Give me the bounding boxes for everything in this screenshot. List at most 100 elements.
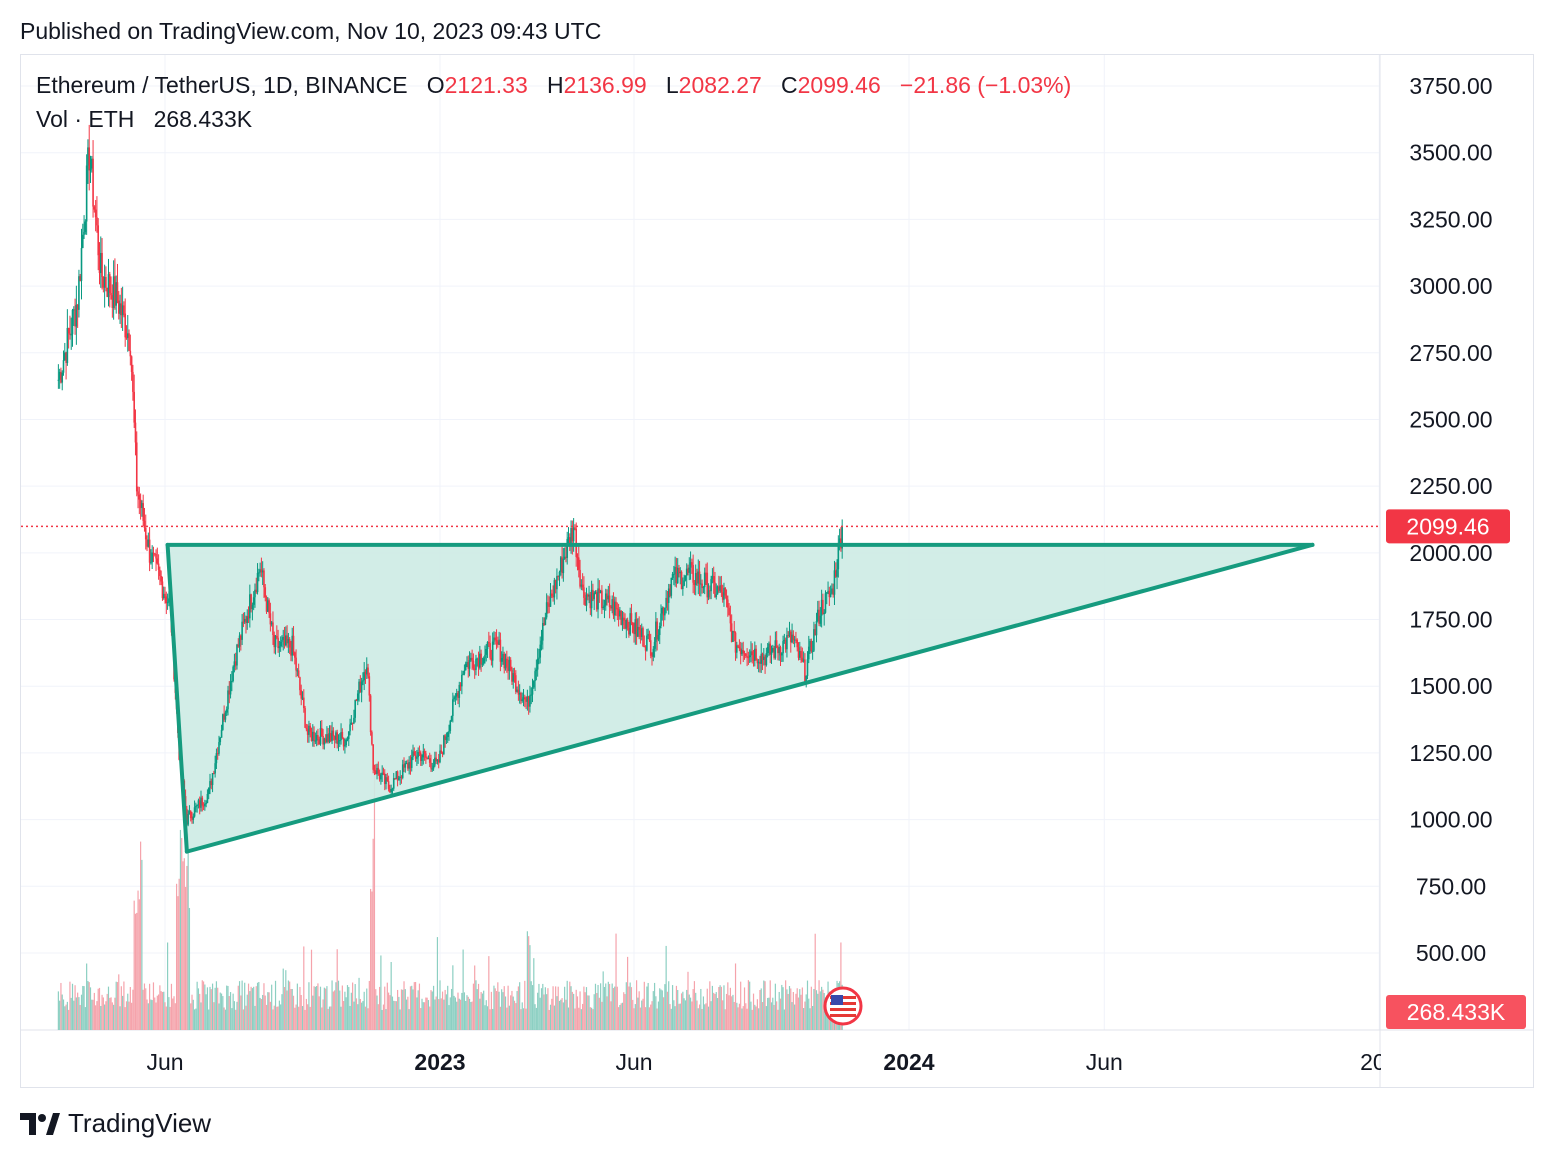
- candle-body: [533, 681, 535, 688]
- volume-bar: [746, 1008, 748, 1030]
- volume-bar: [449, 997, 451, 1030]
- volume-bar: [440, 998, 442, 1030]
- volume-bar: [416, 997, 418, 1030]
- volume-bar: [589, 1007, 591, 1030]
- candle-body: [553, 580, 556, 598]
- volume-bar: [363, 991, 365, 1030]
- candle-body: [387, 781, 390, 789]
- volume-bar: [263, 983, 265, 1030]
- candle-body: [362, 680, 364, 682]
- candle-body: [189, 811, 192, 819]
- candle-body: [572, 527, 575, 542]
- volume-bar: [453, 995, 455, 1030]
- volume-bar: [346, 985, 349, 1030]
- volume-bar: [666, 991, 669, 1030]
- volume-bar: [274, 980, 277, 1030]
- volume-bar: [650, 1004, 652, 1030]
- volume-bar: [188, 907, 191, 1030]
- volume-bar: [538, 983, 540, 1030]
- candle-body: [608, 595, 611, 608]
- candle-body: [216, 753, 219, 755]
- candle-body: [539, 644, 542, 658]
- volume-bar: [644, 1007, 647, 1030]
- volume-bar: [770, 1002, 773, 1030]
- candle-body: [368, 676, 371, 696]
- candle-body: [138, 494, 141, 500]
- volume-bar: [152, 982, 155, 1030]
- candle-body: [579, 569, 581, 587]
- candle-body: [400, 776, 403, 778]
- candle-body: [395, 771, 398, 779]
- candle-body: [294, 652, 296, 658]
- volume-bar: [660, 989, 662, 1030]
- candle-body: [453, 697, 455, 700]
- candle-body: [228, 690, 231, 695]
- volume-bar: [316, 986, 318, 1030]
- volume-bar: [797, 997, 800, 1030]
- candle-body: [365, 667, 368, 675]
- candle-body: [335, 732, 337, 740]
- volume-bar: [249, 991, 251, 1030]
- volume-bar: [705, 1003, 707, 1030]
- volume-bar: [377, 1004, 379, 1030]
- volume-bar: [503, 986, 505, 1030]
- candle-body: [599, 590, 602, 594]
- candle-body: [449, 720, 452, 731]
- volume-bar: [233, 1001, 236, 1030]
- candle-body: [692, 564, 694, 583]
- candle-body: [287, 638, 290, 644]
- candle-body: [515, 675, 517, 692]
- time-tick-label: 2024: [883, 1049, 934, 1075]
- candle-body: [700, 583, 702, 585]
- candle-body: [428, 758, 431, 763]
- candle-body: [625, 619, 628, 629]
- candle-body: [302, 697, 305, 709]
- candle-body: [480, 653, 482, 665]
- volume-bar: [309, 1006, 311, 1030]
- candle-body: [440, 750, 443, 753]
- volume-bar: [375, 989, 377, 1030]
- volume-bar: [598, 997, 600, 1030]
- candle-body: [310, 731, 313, 741]
- tradingview-logo-icon: [20, 1112, 60, 1135]
- candle-body: [837, 542, 840, 570]
- volume-bar: [524, 980, 526, 1030]
- candle-body: [825, 592, 828, 594]
- volume-bar: [635, 980, 638, 1030]
- candle-body: [575, 528, 578, 557]
- candle-body: [358, 681, 360, 694]
- volume-bar: [93, 992, 95, 1030]
- volume-bar: [441, 991, 444, 1030]
- volume-bar: [729, 987, 731, 1030]
- time-tick-label: Jun: [146, 1049, 183, 1075]
- volume-bar: [202, 981, 205, 1030]
- candle-body: [398, 777, 400, 781]
- volume-bar: [661, 990, 663, 1030]
- candle-body: [559, 557, 562, 572]
- volume-bar: [537, 992, 539, 1030]
- candle-body: [656, 621, 658, 640]
- volume-bar: [429, 1006, 431, 1030]
- volume-bar: [84, 1007, 86, 1030]
- volume-bar: [210, 989, 212, 1030]
- volume-bar: [367, 1008, 369, 1030]
- candle-body: [282, 637, 285, 640]
- volume-bar: [96, 1001, 98, 1030]
- volume-bar: [701, 1008, 703, 1030]
- candle-body: [430, 762, 432, 769]
- candle-body: [729, 615, 732, 624]
- us-flag-icon[interactable]: [821, 986, 867, 1026]
- candle-body: [332, 730, 335, 737]
- candle-body: [497, 641, 499, 645]
- volume-bar: [77, 992, 79, 1030]
- volume-bar: [740, 981, 742, 1030]
- volume-bar: [224, 1009, 227, 1030]
- candle-body: [311, 731, 314, 741]
- price-tick-label: 3250.00: [1409, 206, 1492, 232]
- volume-bar: [727, 982, 729, 1030]
- candle-body: [783, 639, 786, 642]
- candle-body: [120, 303, 123, 316]
- candle-body: [751, 651, 754, 656]
- candle-body: [367, 667, 369, 677]
